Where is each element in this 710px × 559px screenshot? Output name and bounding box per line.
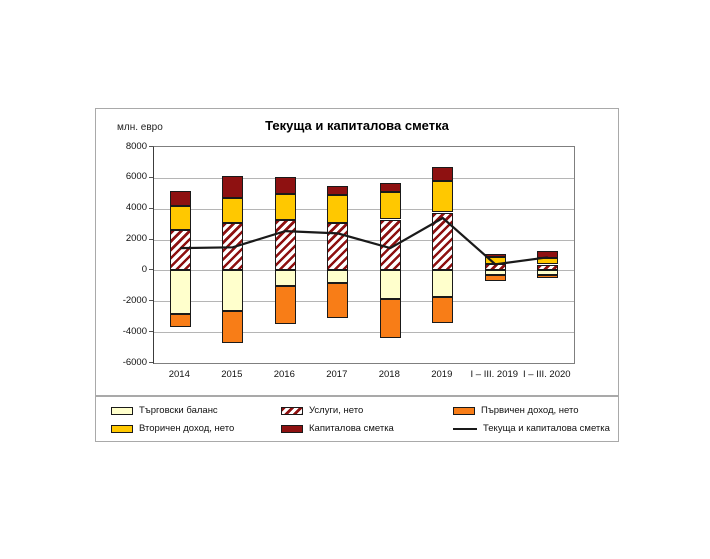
bar-segment-hatch: [432, 212, 454, 271]
y-tick-mark: [149, 269, 153, 271]
bar-segment-yellow: [222, 197, 244, 224]
bar-segment-yellow: [379, 191, 401, 220]
y-tick-label: 2000: [125, 233, 147, 245]
y-tick-mark: [149, 362, 153, 363]
legend-label: Текуща и капиталова сметка: [483, 423, 610, 434]
legend-box: Търговски баланс Услуги, нето Първичен дох…: [95, 396, 619, 442]
y-tick-mark: [149, 331, 153, 333]
x-tick-label: I – III. 2020: [523, 369, 571, 380]
chart-title: Текуща и капиталова сметка: [265, 118, 449, 133]
legend-swatch-cream: [111, 406, 133, 415]
legend-item: Текуща и капиталова сметка: [453, 423, 618, 434]
x-tick-label: 2016: [273, 369, 295, 380]
bar-segment-orange: [484, 275, 506, 282]
bar-segment-darkred: [432, 167, 454, 181]
legend-item: Капиталова сметка: [281, 423, 453, 434]
bar-segment-cream: [484, 270, 506, 276]
x-tick-label: 2015: [221, 369, 243, 380]
gridline: [154, 270, 574, 272]
bar-segment-yellow: [432, 180, 454, 213]
x-tick-label: 2018: [378, 369, 400, 380]
legend-item: Търговски баланс: [111, 405, 281, 416]
gridline: [154, 177, 574, 179]
legend-label: Капиталова сметка: [309, 423, 394, 434]
bar-segment-darkred: [379, 182, 401, 192]
legend-swatch-yellow: [111, 424, 133, 433]
bar-segment-hatch: [169, 230, 191, 271]
current-and-capital-account-line: [180, 216, 548, 266]
gridline: [154, 208, 574, 210]
y-tick-mark: [149, 146, 153, 147]
y-axis-unit-label: млн. евро: [117, 122, 163, 133]
y-tick-mark: [149, 300, 153, 302]
gridline: [154, 301, 574, 303]
y-tick-label: 0: [141, 263, 147, 275]
y-tick-mark: [149, 176, 153, 178]
bar-segment-darkred: [327, 186, 349, 195]
x-tick-label: 2014: [168, 369, 190, 380]
bar-segment-orange: [274, 285, 296, 324]
y-tick-label: -2000: [122, 294, 147, 306]
bar-segment-cream: [222, 270, 244, 312]
gridline: [154, 332, 574, 334]
legend-label: Услуги, нето: [309, 405, 364, 416]
legend-swatch-darkred: [281, 424, 303, 433]
bar-segment-cream: [379, 270, 401, 299]
x-tick-label: 2017: [326, 369, 348, 380]
y-tick-label: 4000: [125, 202, 147, 214]
legend-swatch-line: [453, 427, 477, 430]
y-tick-mark: [149, 238, 153, 240]
bar-segment-orange: [222, 311, 244, 343]
bar-segment-darkred: [537, 250, 559, 258]
x-tick-label: I – III. 2019: [470, 369, 519, 380]
bar-segment-orange: [169, 313, 191, 327]
bar-segment-cream: [274, 270, 296, 286]
y-tick-label: 8000: [125, 140, 147, 152]
bar-segment-orange: [327, 282, 349, 319]
y-tick-label: -6000: [122, 356, 147, 368]
bar-segment-yellow: [169, 206, 191, 231]
bar-segment-cream: [432, 270, 454, 298]
legend-item: Услуги, нето: [281, 405, 453, 416]
bar-segment-yellow: [274, 194, 296, 220]
legend-item: Първичен доход, нето: [453, 405, 618, 416]
legend-label: Търговски баланс: [139, 405, 218, 416]
bar-segment-cream: [537, 270, 559, 275]
legend-label: Вторичен доход, нето: [139, 423, 235, 434]
bar-segment-orange: [537, 275, 559, 278]
bar-segment-hatch: [537, 264, 559, 271]
bar-segment-darkred: [274, 177, 296, 195]
bar-segment-orange: [432, 297, 454, 323]
legend-label: Първичен доход, нето: [481, 405, 579, 416]
y-tick-label: 6000: [125, 171, 147, 183]
legend-swatch-orange: [453, 406, 475, 415]
bar-segment-cream: [327, 270, 349, 283]
y-tick-mark: [149, 207, 153, 209]
figure-box: млн. евро Текуща и капиталова сметка 800…: [95, 108, 619, 396]
x-tick-label: 2019: [431, 369, 453, 380]
plot-area: [153, 146, 575, 364]
bar-segment-yellow: [327, 194, 349, 224]
bar-segment-darkred: [222, 175, 244, 198]
bar-segment-orange: [379, 299, 401, 339]
y-tick-label: -4000: [122, 325, 147, 337]
legend-item: Вторичен доход, нето: [111, 423, 281, 434]
bar-segment-cream: [169, 270, 191, 314]
bar-segment-darkred: [169, 191, 191, 207]
legend-swatch-hatch: [281, 406, 303, 415]
